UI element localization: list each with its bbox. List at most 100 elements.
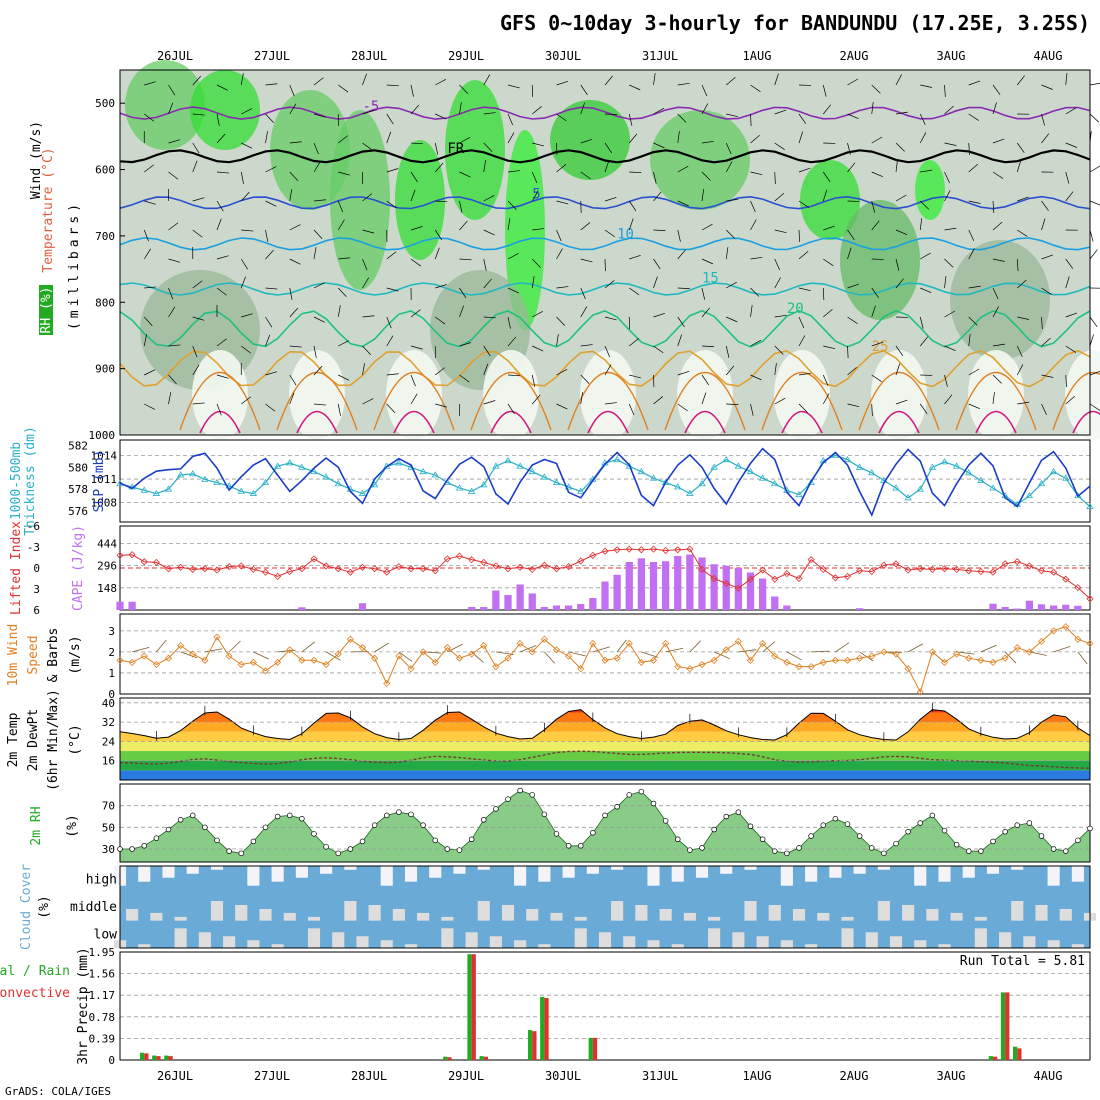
cloud-fraction xyxy=(744,900,757,921)
wind-barb xyxy=(410,345,423,350)
wind-barb xyxy=(471,651,484,663)
humidity-shading xyxy=(505,130,545,330)
date-label: 30JUL xyxy=(545,49,581,63)
wind-speed-point xyxy=(177,642,185,650)
rh-point xyxy=(747,823,754,829)
wind-barb xyxy=(944,84,946,97)
wind-barb xyxy=(629,287,640,296)
wind-barb xyxy=(701,103,709,115)
wind-speed-point xyxy=(589,639,597,648)
wind-barb xyxy=(386,316,392,329)
lifted-index-point xyxy=(831,574,839,582)
thickness-slp-panel: 576 578 580 582 1008 1011 1014 1000-500mb Thickn… xyxy=(9,426,1094,536)
dry-pocket xyxy=(774,350,830,440)
wind-speed-point xyxy=(334,650,342,658)
date-axis-top: 26JUL 27JUL 28JUL 29JUL 30JUL 31JUL 1AUG 2AUG 3A… xyxy=(157,49,1063,63)
dry-pocket xyxy=(968,350,1024,440)
wind-barb xyxy=(604,229,616,238)
cloud-fraction xyxy=(708,916,721,921)
wind-barb xyxy=(265,113,274,124)
wind-barb xyxy=(568,651,586,657)
wind-barb xyxy=(895,194,907,202)
wind-barb xyxy=(992,84,1001,95)
wind-barb xyxy=(144,200,156,205)
wind-barb xyxy=(240,73,244,86)
thickness-point xyxy=(940,458,949,465)
wind-speed-point xyxy=(868,652,876,660)
panel-frame xyxy=(119,951,1091,1061)
cape-bar xyxy=(1001,607,1009,610)
rh-point xyxy=(359,838,366,845)
wind-barb xyxy=(1041,316,1043,329)
wind-speed-point xyxy=(601,656,609,664)
wind-speed-point xyxy=(492,663,500,671)
cloud-fraction xyxy=(817,912,830,921)
lifted-index-point xyxy=(868,567,876,576)
wind-barb xyxy=(798,200,810,209)
wind-barb xyxy=(1041,287,1052,295)
isotherm-30 xyxy=(761,371,843,431)
wind-speed-point xyxy=(371,654,379,662)
wind-barb xyxy=(750,287,760,297)
wind-barb xyxy=(701,374,710,386)
y-tick-label: 600 xyxy=(95,164,115,177)
wind-barb xyxy=(362,363,365,376)
cloud-fraction xyxy=(392,908,405,921)
dry-pocket xyxy=(386,350,442,440)
wind-barb xyxy=(556,113,567,122)
thickness-point xyxy=(358,489,367,496)
precip-total-bar xyxy=(479,1056,484,1060)
wind-barb xyxy=(725,161,733,173)
wind-barb xyxy=(241,142,253,149)
cape-bar xyxy=(1025,600,1034,610)
wind-speed-point xyxy=(783,658,791,666)
wind-barb xyxy=(907,643,924,653)
wind-barb xyxy=(920,84,933,88)
wind-barb xyxy=(253,651,269,660)
wind-barb xyxy=(435,113,447,120)
rh-point xyxy=(311,831,317,837)
thickness-point xyxy=(492,462,500,469)
wind-barb xyxy=(1065,345,1077,353)
wind-barb xyxy=(580,222,591,231)
cloud-fraction xyxy=(695,866,709,878)
wind-barb xyxy=(920,252,931,260)
isotherm-30 xyxy=(664,371,746,431)
wind-speed-point xyxy=(710,656,718,664)
precip-total-bar xyxy=(467,954,472,1060)
y-tick-label: 0 xyxy=(33,562,40,575)
wind-speed-point xyxy=(140,652,148,660)
wind-barb xyxy=(1089,316,1098,327)
wind-barb xyxy=(956,651,975,655)
wind-barb xyxy=(980,644,997,653)
wind-barb xyxy=(459,171,471,178)
temp-band xyxy=(120,741,1090,752)
dry-pocket xyxy=(483,350,539,440)
wind-barb xyxy=(1004,651,1017,664)
rh-point xyxy=(384,812,390,819)
cloud-fraction xyxy=(1071,866,1084,882)
axis-label: 1000-500mb xyxy=(9,442,24,520)
rh-point xyxy=(905,828,911,835)
wind-barb xyxy=(919,113,926,126)
cape-bar xyxy=(1062,604,1070,610)
wind-barb xyxy=(798,316,805,329)
wind-barb xyxy=(338,340,350,347)
wind-barb xyxy=(847,162,856,173)
rh-point xyxy=(420,822,426,828)
rh-point xyxy=(868,845,875,851)
cloud-fraction xyxy=(780,866,793,886)
wind-barb xyxy=(811,650,830,653)
lifted-index-point xyxy=(819,565,827,573)
wind-barb xyxy=(507,287,520,294)
wind-barb xyxy=(241,313,253,318)
wind-barb xyxy=(580,374,590,384)
lifted-index-point xyxy=(346,568,354,576)
wind-barb xyxy=(847,142,851,155)
lifted-index-point xyxy=(856,567,864,575)
axis-label: 10m Wind xyxy=(6,624,21,687)
wind-barb xyxy=(1065,142,1078,148)
wind-barb xyxy=(1017,401,1030,405)
cape-bar xyxy=(698,557,706,610)
wind-speed-point xyxy=(1013,644,1021,652)
